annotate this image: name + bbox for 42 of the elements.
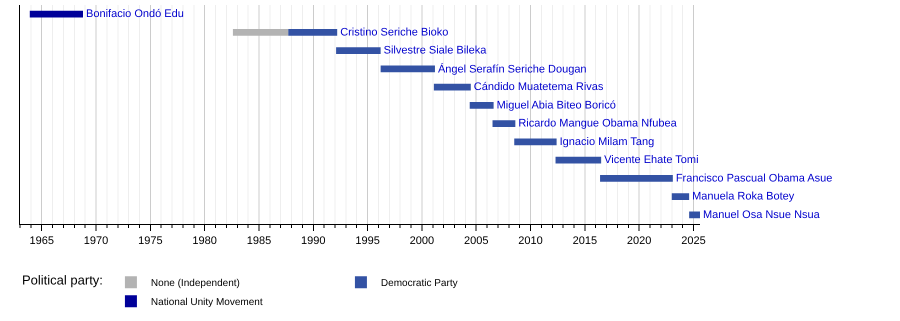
- data-label: Silvestre Siale Bileka: [384, 44, 488, 57]
- bar: [232, 29, 288, 36]
- legend-title: Political party:: [22, 272, 103, 288]
- data-label: Francisco Pascual Obama Asue: [676, 172, 832, 184]
- data-label: Bonifacio Ondó Edu: [86, 8, 184, 20]
- x-tick-label: 2010: [518, 235, 543, 248]
- data-label: Manuel Osa Nsue Nsua: [703, 208, 821, 221]
- x-tick-label: 1990: [301, 235, 326, 248]
- bar: [600, 175, 673, 182]
- data-label: Vicente Ehate Tomi: [604, 154, 699, 166]
- bar: [434, 84, 471, 90]
- x-tick-label: 2005: [464, 235, 488, 248]
- bar: [556, 156, 602, 164]
- bar: [689, 212, 700, 218]
- data-label: Ricardo Mangue Obama Nfubea: [518, 118, 678, 130]
- data-label: Miguel Abia Biteo Boricó: [496, 99, 616, 112]
- x-tick-label: 2020: [626, 235, 652, 248]
- legend-label: National Unity Movement: [150, 297, 263, 308]
- data-label: Cándido Muatetema Rivas: [474, 81, 604, 94]
- x-tick-label: 1965: [29, 235, 54, 248]
- x-tick-label: 2015: [572, 235, 598, 248]
- x-tick-label: 1970: [84, 235, 108, 248]
- bar: [380, 66, 435, 72]
- data-label: Manuela Roka Botey: [692, 190, 795, 203]
- bar: [288, 29, 338, 36]
- bar: [514, 138, 557, 146]
- x-tick-label: 2025: [681, 235, 706, 248]
- bar: [336, 47, 381, 54]
- legend-label: Democratic Party: [380, 278, 458, 290]
- x-tick-label: 1985: [246, 235, 272, 248]
- data-label: Ángel Serafín Seriche Dougan: [438, 62, 587, 76]
- bar: [492, 120, 516, 127]
- data-label: Ignacio Milam Tang: [560, 136, 654, 148]
- x-tick-label: 1980: [192, 235, 217, 248]
- x-tick-label: 2000: [410, 235, 434, 248]
- x-tick-label: 1975: [138, 235, 163, 248]
- bar: [470, 102, 494, 109]
- data-label: Cristino Seriche Bioko: [340, 26, 448, 38]
- bar: [672, 193, 690, 200]
- bar: [30, 10, 83, 18]
- x-tick-label: 1995: [355, 235, 380, 248]
- legend-label: None (Independent): [150, 278, 240, 290]
